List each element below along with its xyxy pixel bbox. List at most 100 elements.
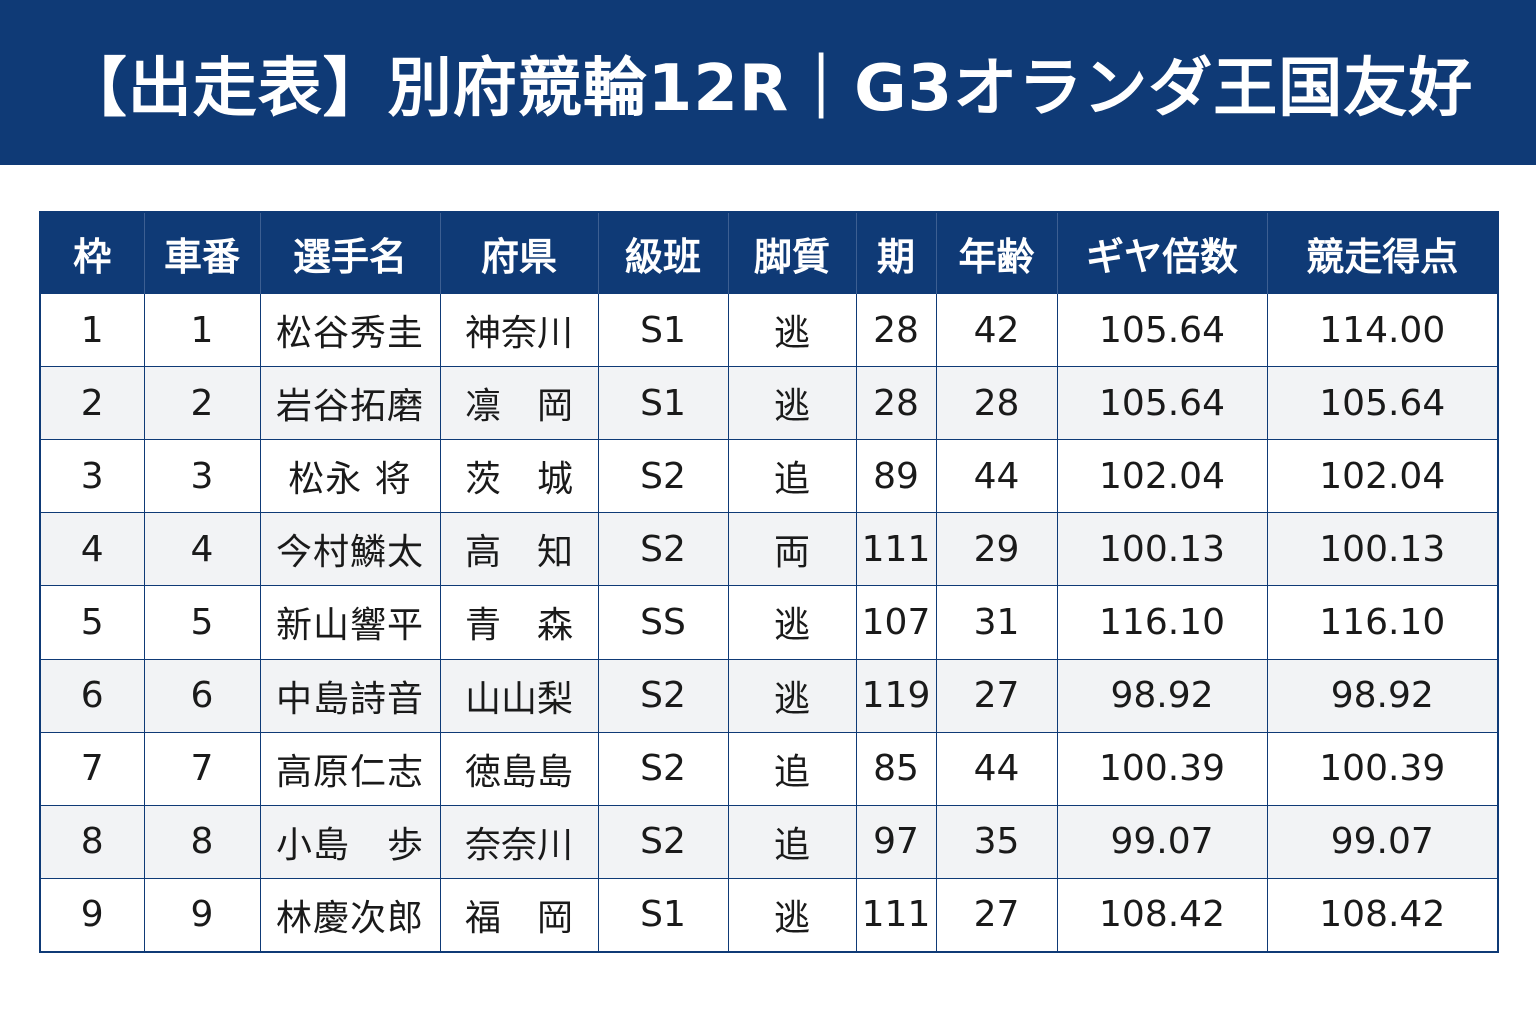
cell-waku: 2 [39,366,145,441]
cell-score: 116.10 [1266,585,1499,660]
col-header-term: 期 [855,212,937,294]
cell-age: 29 [935,512,1058,587]
cell-waku: 1 [39,292,145,368]
cell-class: S1 [597,877,729,953]
cell-gear: 102.04 [1056,439,1268,514]
cell-name: 松谷秀圭 [259,292,441,368]
cell-style: 追 [727,731,857,806]
cell-gear: 105.64 [1056,292,1268,368]
cell-name: 今村鱗太 [259,512,441,587]
title-banner: 【出走表】別府競輪12R｜G3オランダ王国友好 [0,0,1536,165]
cell-waku: 9 [39,877,145,953]
cell-score: 105.64 [1266,366,1499,441]
cell-term: 111 [855,877,937,953]
cell-age: 44 [935,439,1058,514]
cell-waku: 8 [39,804,145,879]
cell-style: 逃 [727,877,857,953]
table-row: 8 8 小島 歩 奈奈川 S2 追 97 35 99.07 99.07 [39,804,1499,879]
table-row: 5 5 新山響平 青 森 SS 逃 107 31 116.10 116.10 [39,585,1499,660]
cell-term: 111 [855,512,937,587]
cell-style: 両 [727,512,857,587]
cell-prefecture: 奈奈川 [439,804,599,879]
cell-waku: 5 [39,585,145,660]
table-row: 7 7 高原仁志 徳島島 S2 追 85 44 100.39 100.39 [39,731,1499,806]
cell-score: 108.42 [1266,877,1499,953]
cell-name: 小島 歩 [259,804,441,879]
cell-prefecture: 神奈川 [439,292,599,368]
cell-gear: 100.39 [1056,731,1268,806]
cell-gear: 98.92 [1056,658,1268,733]
table-row: 2 2 岩谷拓磨 凛 岡 S1 逃 28 28 105.64 105.64 [39,366,1499,441]
col-header-waku: 枠 [39,212,145,294]
cell-prefecture: 茨 城 [439,439,599,514]
cell-name: 新山響平 [259,585,441,660]
cell-prefecture: 青 森 [439,585,599,660]
cell-class: S2 [597,658,729,733]
cell-waku: 7 [39,731,145,806]
cell-score: 100.13 [1266,512,1499,587]
cell-class: S2 [597,804,729,879]
cell-term: 28 [855,366,937,441]
cell-prefecture: 徳島島 [439,731,599,806]
table-row: 1 1 松谷秀圭 神奈川 S1 逃 28 42 105.64 114.00 [39,292,1499,368]
table-row: 9 9 林慶次郎 福 岡 S1 逃 111 27 108.42 108.42 [39,877,1499,953]
cell-shaban: 7 [143,731,261,806]
col-header-score: 競走得点 [1266,212,1499,294]
cell-age: 27 [935,877,1058,953]
cell-gear: 99.07 [1056,804,1268,879]
cell-age: 28 [935,366,1058,441]
cell-shaban: 5 [143,585,261,660]
cell-style: 逃 [727,585,857,660]
cell-name: 岩谷拓磨 [259,366,441,441]
entry-table: 枠 車番 選手名 府県 級班 脚質 期 年齢 ギヤ倍数 競走得点 1 1 松谷秀… [39,211,1499,953]
col-header-prefecture: 府県 [439,212,599,294]
cell-gear: 105.64 [1056,366,1268,441]
cell-shaban: 8 [143,804,261,879]
cell-shaban: 6 [143,658,261,733]
entry-table-container: 枠 車番 選手名 府県 級班 脚質 期 年齢 ギヤ倍数 競走得点 1 1 松谷秀… [39,211,1499,953]
cell-term: 107 [855,585,937,660]
cell-prefecture: 山山梨 [439,658,599,733]
cell-score: 102.04 [1266,439,1499,514]
cell-term: 89 [855,439,937,514]
cell-name: 中島詩音 [259,658,441,733]
cell-age: 31 [935,585,1058,660]
cell-class: S2 [597,731,729,806]
table-row: 3 3 松永 将 茨 城 S2 追 89 44 102.04 102.04 [39,439,1499,514]
col-header-shaban: 車番 [143,212,261,294]
col-header-age: 年齢 [935,212,1058,294]
cell-age: 35 [935,804,1058,879]
cell-term: 28 [855,292,937,368]
cell-shaban: 9 [143,877,261,953]
cell-name: 林慶次郎 [259,877,441,953]
cell-style: 追 [727,804,857,879]
cell-waku: 6 [39,658,145,733]
cell-class: SS [597,585,729,660]
cell-waku: 4 [39,512,145,587]
cell-shaban: 3 [143,439,261,514]
cell-score: 100.39 [1266,731,1499,806]
col-header-name: 選手名 [259,212,441,294]
cell-prefecture: 凛 岡 [439,366,599,441]
cell-style: 逃 [727,366,857,441]
header-row: 枠 車番 選手名 府県 級班 脚質 期 年齢 ギヤ倍数 競走得点 [39,212,1499,294]
cell-style: 逃 [727,292,857,368]
cell-class: S2 [597,439,729,514]
cell-shaban: 1 [143,292,261,368]
cell-name: 高原仁志 [259,731,441,806]
page-title: 【出走表】別府競輪12R｜G3オランダ王国友好 [62,51,1474,126]
cell-age: 27 [935,658,1058,733]
cell-shaban: 4 [143,512,261,587]
col-header-class: 級班 [597,212,729,294]
cell-age: 44 [935,731,1058,806]
cell-gear: 116.10 [1056,585,1268,660]
cell-style: 追 [727,439,857,514]
cell-waku: 3 [39,439,145,514]
table-row: 6 6 中島詩音 山山梨 S2 逃 119 27 98.92 98.92 [39,658,1499,733]
cell-age: 42 [935,292,1058,368]
col-header-gear: ギヤ倍数 [1056,212,1268,294]
cell-name: 松永 将 [259,439,441,514]
cell-class: S1 [597,366,729,441]
cell-term: 85 [855,731,937,806]
cell-score: 98.92 [1266,658,1499,733]
